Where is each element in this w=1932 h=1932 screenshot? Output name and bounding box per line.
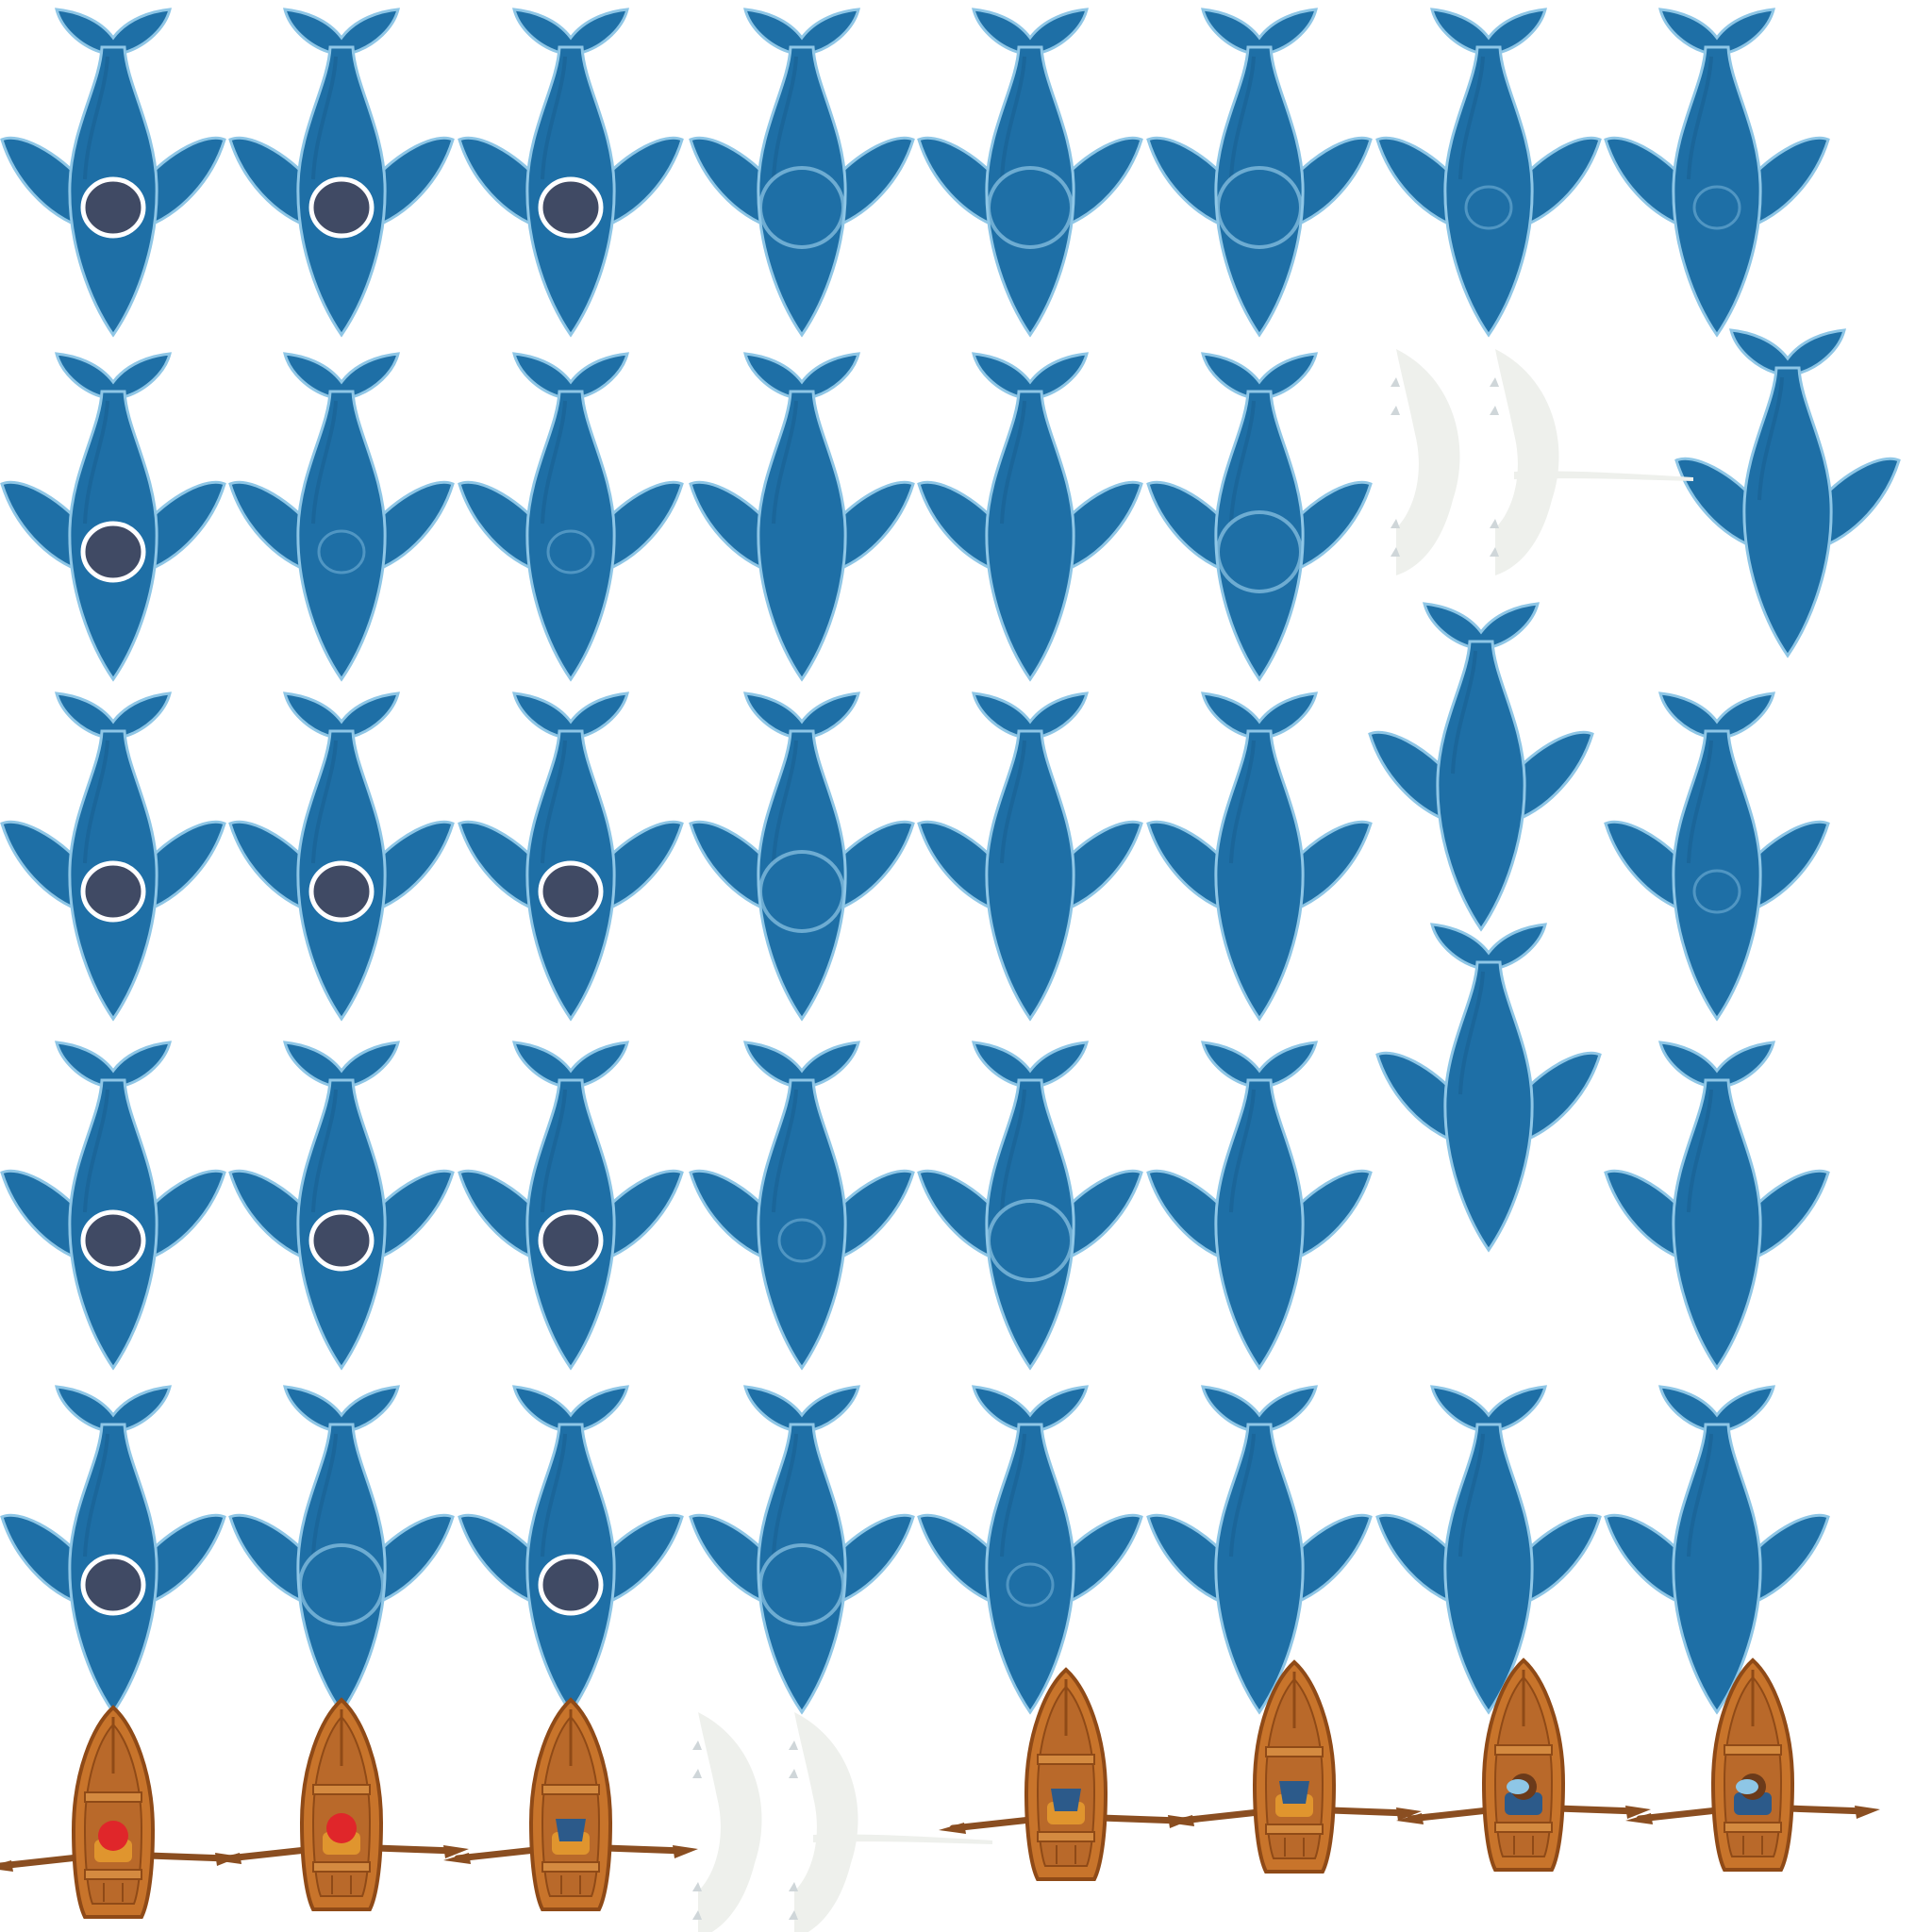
whale-frame-r4-c6 — [1146, 1041, 1373, 1370]
splash-arc-1 — [1391, 349, 1460, 575]
whale-frame-r1-c7 — [1375, 8, 1602, 337]
blowhole-icon — [987, 166, 1074, 249]
whale-frame-r4-c3 — [458, 1041, 684, 1370]
rowboat-red-cap-1 — [0, 1707, 241, 1917]
splash-arc-2 — [1490, 349, 1693, 575]
whale-frame-r5-c1 — [0, 1385, 226, 1714]
rowboat-blue-hat-3 — [1167, 1662, 1422, 1872]
whale-frame-r1-c3 — [458, 8, 684, 337]
whale-frame-r5-c7 — [1375, 1385, 1602, 1714]
blowhole-icon — [308, 1209, 375, 1272]
blowhole-icon — [80, 521, 146, 583]
rowboat-frames — [0, 1660, 1880, 1917]
rower-icon — [1047, 1789, 1085, 1824]
blowhole-icon — [308, 860, 375, 923]
splash-arc-4 — [789, 1712, 992, 1932]
rower-icon — [1275, 1781, 1313, 1817]
blowhole-icon — [758, 850, 845, 933]
blowhole-icon — [758, 1543, 845, 1626]
blowhole-icon — [80, 1554, 146, 1616]
whale-frame-r1-c1 — [0, 8, 226, 337]
whale-frame-r3-c6 — [1146, 691, 1373, 1021]
blowhole-icon — [80, 860, 146, 923]
blowhole-icon — [546, 529, 595, 575]
rowboat-blue-hat-1 — [443, 1700, 698, 1909]
blowhole-icon — [1692, 185, 1741, 230]
whale-frames — [0, 8, 1901, 1714]
whale-frame-r3-c2 — [228, 691, 455, 1021]
whale-frame-r1-c8 — [1604, 8, 1830, 337]
blowhole-icon — [538, 1209, 604, 1272]
blowhole-icon — [538, 860, 604, 923]
whale-frame-r2-c5 — [917, 352, 1143, 681]
whale-frame-r3-c1 — [0, 691, 226, 1021]
whale-frame-r5-c5 — [917, 1385, 1143, 1714]
whale-frame-r4-c8 — [1604, 1041, 1830, 1370]
blowhole-icon — [80, 1209, 146, 1272]
whale-frame-r2-c2 — [228, 352, 455, 681]
whale-frame-r2-c8 — [1674, 328, 1901, 658]
rowboat-sailor-2 — [1625, 1660, 1880, 1870]
whale-frame-r4-c4 — [689, 1041, 915, 1370]
whale-frame-r4-c1 — [0, 1041, 226, 1370]
whale-frame-r3-c5 — [917, 691, 1143, 1021]
whale-frame-r4-c7 — [1375, 923, 1602, 1252]
whale-frame-r4-c2 — [228, 1041, 455, 1370]
whale-frame-r1-c5 — [917, 8, 1143, 337]
whale-frame-r2-c3 — [458, 352, 684, 681]
blowhole-icon — [1006, 1562, 1055, 1607]
whale-frame-r2-c6 — [1146, 352, 1373, 681]
whale-frame-r1-c6 — [1146, 8, 1373, 337]
whale-frame-r1-c4 — [689, 8, 915, 337]
whale-frame-r2-c1 — [0, 352, 226, 681]
blowhole-icon — [538, 1554, 604, 1616]
whale-frame-r3-c4 — [689, 691, 915, 1021]
blowhole-icon — [80, 176, 146, 239]
rower-icon — [552, 1819, 590, 1855]
whale-frame-r3-c3 — [458, 691, 684, 1021]
blowhole-icon — [317, 529, 366, 575]
blowhole-icon — [1216, 510, 1303, 593]
blowhole-icon — [1464, 185, 1513, 230]
whale-frame-r1-c2 — [228, 8, 455, 337]
blowhole-icon — [1692, 869, 1741, 914]
whale-frame-r4-c5 — [917, 1041, 1143, 1370]
whale-frame-r3-c8 — [1604, 691, 1830, 1021]
splash-arc-3 — [692, 1712, 762, 1932]
blowhole-icon — [987, 1199, 1074, 1282]
splash-frames — [692, 349, 1693, 1932]
blowhole-icon — [758, 166, 845, 249]
whale-frame-r5-c8 — [1604, 1385, 1830, 1714]
blowhole-icon — [1216, 166, 1303, 249]
whale-frame-r5-c6 — [1146, 1385, 1373, 1714]
whale-frame-r5-c2 — [228, 1385, 455, 1714]
blowhole-icon — [538, 176, 604, 239]
blowhole-icon — [308, 176, 375, 239]
blowhole-icon — [777, 1218, 826, 1263]
whale-frame-r2-c4 — [689, 352, 915, 681]
rowboat-blue-hat-2 — [939, 1670, 1193, 1879]
blowhole-icon — [298, 1543, 385, 1626]
whale-frame-r5-c4 — [689, 1385, 915, 1714]
whale-frame-r5-c3 — [458, 1385, 684, 1714]
whale-frame-r3-c7 — [1368, 602, 1594, 931]
rowboat-sailor-1 — [1396, 1660, 1651, 1870]
rowboat-red-cap-2 — [214, 1700, 469, 1909]
